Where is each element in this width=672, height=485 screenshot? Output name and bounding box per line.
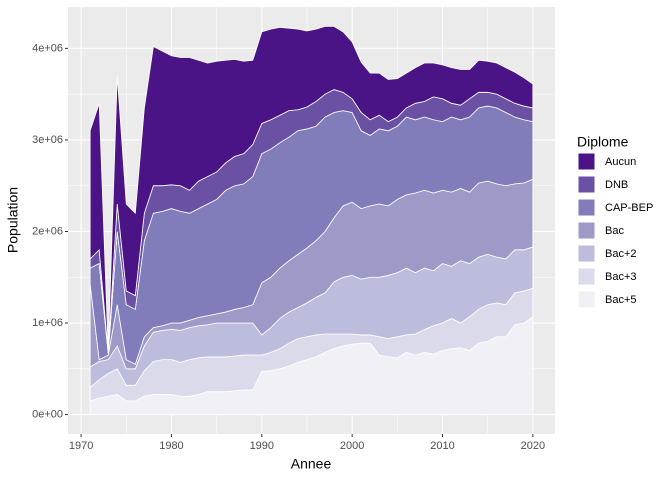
y-axis-title: Population (5, 187, 21, 253)
legend-key (577, 290, 596, 309)
x-tick-label: 2020 (521, 440, 545, 452)
x-tick-label: 1970 (69, 440, 93, 452)
legend-label: Aucun (605, 156, 636, 168)
legend-label: Bac+2 (605, 248, 637, 260)
legend-title: Diplome (577, 134, 629, 150)
y-tick-label: 0e+00 (32, 408, 63, 420)
legend-key (577, 267, 596, 286)
legend-key (577, 198, 596, 217)
legend-key (577, 175, 596, 194)
legend-key (577, 244, 596, 263)
legend-label: DNB (605, 179, 628, 191)
legend-key (577, 221, 596, 240)
legend-key (577, 152, 596, 171)
y-tick-label: 2e+06 (32, 225, 63, 237)
legend-label: CAP-BEP (605, 202, 653, 214)
y-tick-label: 1e+06 (32, 317, 63, 329)
x-tick-label: 1990 (250, 440, 274, 452)
area (89, 26, 534, 353)
x-tick-label: 2010 (430, 440, 454, 452)
x-tick-label: 1980 (159, 440, 183, 452)
y-tick-label: 4e+06 (32, 42, 63, 54)
legend-label: Bac+5 (605, 294, 637, 306)
legend-label: Bac (605, 225, 624, 237)
x-axis-title: Annee (291, 456, 332, 472)
x-tick-label: 2000 (340, 440, 364, 452)
legend-label: Bac+3 (605, 271, 637, 283)
y-tick-label: 3e+06 (32, 134, 63, 146)
